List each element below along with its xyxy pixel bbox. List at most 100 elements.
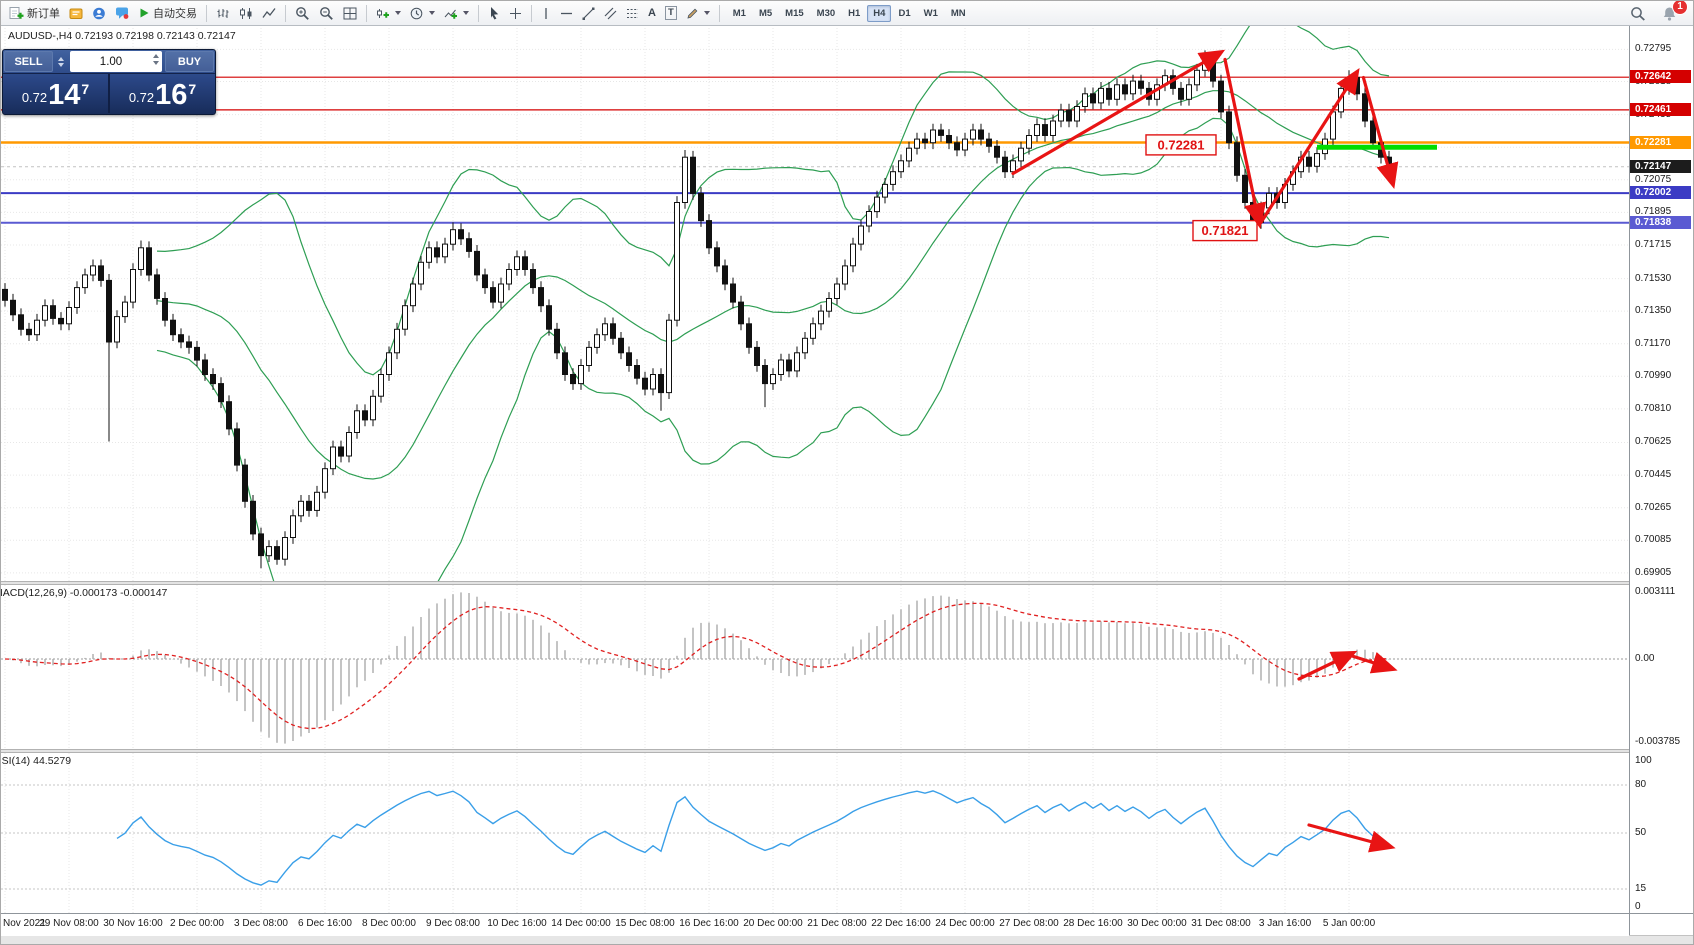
timeframe-mn-button[interactable]: MN (950, 7, 966, 19)
new-order-button[interactable]: 新订单 (5, 3, 64, 23)
time-label: 21 Dec 08:00 (807, 918, 867, 929)
profiles-dropdown[interactable] (406, 5, 439, 22)
spinner-up-icon (153, 54, 159, 58)
time-label: 30 Dec 00:00 (1127, 918, 1187, 929)
time-label: 5 Jan 00:00 (1322, 918, 1376, 929)
price-badge: 0.72461 (1630, 103, 1691, 116)
price-tick: 0.72075 (1635, 174, 1672, 185)
sell-button[interactable]: SELL (4, 51, 53, 72)
timeframe-d1-button[interactable]: D1 (898, 7, 911, 19)
notification-badge: 1 (1672, 1, 1688, 15)
time-label: 31 Dec 08:00 (1191, 918, 1251, 929)
time-label: 29 Nov 08:00 (39, 918, 99, 929)
rsi-axis-label: 100 (1635, 755, 1652, 766)
vertical-line-button[interactable] (537, 5, 555, 22)
zoom-out-button[interactable] (315, 4, 338, 22)
notifications-button[interactable]: 1 (1658, 1, 1688, 23)
buy-button[interactable]: BUY (165, 51, 214, 72)
fibonacci-button[interactable] (622, 5, 643, 22)
one-click-dropdown[interactable] (54, 50, 68, 73)
equidistant-channel-button[interactable] (600, 5, 621, 22)
search-button[interactable] (1626, 4, 1650, 23)
chat-icon (116, 7, 129, 19)
arrows-dropdown[interactable] (682, 5, 714, 22)
trendline-button[interactable] (578, 5, 599, 22)
price-tick: 0.70265 (1635, 502, 1672, 513)
macd-pane[interactable]: MACD(12,26,9) -0.000173 -0.000147 (1, 585, 1629, 749)
time-label: 28 Dec 16:00 (1063, 918, 1123, 929)
chevron-down-icon (463, 11, 469, 15)
pane-separator[interactable] (1, 581, 1629, 585)
time-label: 2 Dec 00:00 (170, 918, 224, 929)
macd-canvas[interactable] (1, 585, 1629, 749)
svg-text:0.71821: 0.71821 (1202, 223, 1249, 238)
timeframe-toolbar: M1 M5 M15 M30 H1 H4 D1 W1 MN (727, 4, 972, 22)
timeframe-h1-button[interactable]: H1 (848, 7, 861, 19)
market-button[interactable] (65, 5, 87, 22)
toolbar-separator (531, 4, 532, 22)
buy-price-display[interactable]: 0.72 16 7 (110, 74, 215, 113)
volume-spinner[interactable] (153, 54, 159, 65)
price-axis[interactable]: 0.727950.726180.724350.722550.720750.718… (1629, 25, 1693, 913)
timeframe-h4-button[interactable]: H4 (867, 4, 892, 22)
candlestick-chart-button[interactable] (235, 5, 257, 22)
rsi-value: 44.5279 (33, 755, 72, 767)
volume-field (70, 51, 162, 72)
text-label-icon: T (664, 6, 677, 20)
volume-input[interactable] (70, 54, 162, 69)
main-chart-canvas[interactable]: 0.72281 0.71821 (1, 25, 1629, 581)
timeframe-m5-button[interactable]: M5 (758, 7, 773, 19)
time-label: Nov 2021 (3, 918, 46, 929)
rsi-pane[interactable]: RSI(14) 44.5279 (1, 753, 1629, 913)
price-tick: 0.70990 (1635, 370, 1672, 381)
sell-price-display[interactable]: 0.72 14 7 (3, 74, 108, 113)
price-badge: 0.72002 (1630, 186, 1691, 199)
chat-button[interactable] (111, 4, 133, 22)
toolbar-separator (285, 4, 286, 22)
autotrading-button[interactable]: 自动交易 (134, 3, 201, 23)
text-label-button[interactable]: T (661, 4, 681, 22)
line-chart-button[interactable] (258, 5, 280, 22)
price-tick: 0.69905 (1635, 567, 1672, 578)
time-label: 8 Dec 00:00 (362, 918, 416, 929)
crosshair-button[interactable] (505, 5, 526, 22)
rsi-canvas[interactable] (1, 753, 1629, 913)
trendline-icon (582, 7, 595, 20)
zoom-in-button[interactable] (291, 4, 314, 22)
pencil-icon (687, 8, 698, 19)
time-axis[interactable]: Nov 2021 29 Nov 08:00 30 Nov 16:00 2 Dec 00… (1, 913, 1629, 936)
buy-price-prefix: 0.72 (128, 90, 155, 105)
timeframe-w1-button[interactable]: W1 (923, 7, 938, 19)
sell-price-prefix: 0.72 (21, 90, 48, 105)
current-price-badge: 0.72147 (1630, 160, 1691, 173)
chart-ohlc-header: AUDUSD-,H4 0.72193 0.72198 0.72143 0.721… (8, 30, 236, 42)
sell-price-big-digits: 14 (48, 79, 81, 111)
text-button[interactable]: A (644, 5, 660, 21)
price-tick: 0.71895 (1635, 206, 1672, 217)
one-click-divider (108, 74, 110, 113)
vertical-line-icon (545, 7, 547, 19)
bar-chart-button[interactable] (212, 5, 234, 22)
price-tick: 0.71350 (1635, 305, 1672, 316)
pane-separator[interactable] (1, 749, 1629, 753)
buy-price-big-digits: 16 (155, 79, 188, 111)
toolbar: 新订单 自动交易 (1, 1, 1693, 26)
indicators-dropdown[interactable] (440, 5, 473, 22)
toolbar-separator (366, 4, 367, 22)
axis-corner (1629, 913, 1693, 935)
community-button[interactable] (88, 5, 110, 22)
one-click-trading-panel: SELL BUY 0.72 14 7 0.72 16 7 (2, 49, 216, 115)
rsi-indicator-label: RSI(14) 44.5279 (1, 755, 71, 767)
cursor-button[interactable] (484, 4, 504, 22)
timeframe-m1-button[interactable]: M1 (732, 7, 746, 19)
main-chart-pane[interactable]: 0.72281 0.71821 (1, 25, 1629, 581)
price-tick: 0.70445 (1635, 469, 1672, 480)
tile-windows-button[interactable] (339, 5, 361, 22)
one-click-price-row: 0.72 14 7 0.72 16 7 (3, 74, 215, 113)
line-chart-icon (262, 7, 276, 18)
horizontal-line-button[interactable] (556, 6, 577, 21)
timeframe-m15-button[interactable]: M15 (785, 7, 804, 19)
timeframe-m30-button[interactable]: M30 (816, 7, 836, 19)
new-chart-dropdown[interactable] (372, 5, 405, 22)
time-label: 6 Dec 16:00 (298, 918, 352, 929)
